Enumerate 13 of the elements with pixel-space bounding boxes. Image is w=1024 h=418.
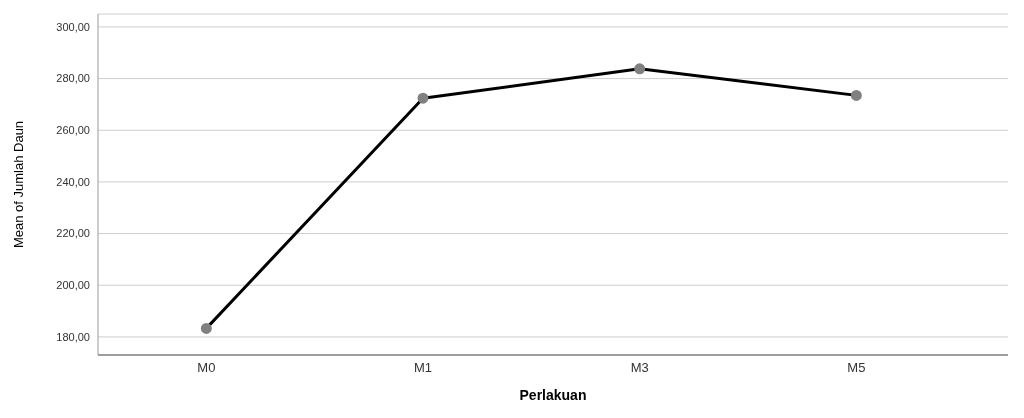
y-tick-label: 260,00 <box>56 124 90 137</box>
x-tick-label: M5 <box>847 360 866 376</box>
y-tick-label: 180,00 <box>56 330 90 343</box>
y-tick-label: 300,00 <box>56 20 90 33</box>
y-tick-label: 220,00 <box>56 227 90 240</box>
x-axis-title: Perlakuan <box>519 387 587 403</box>
x-tick-label: M1 <box>413 360 433 376</box>
y-tick-label: 280,00 <box>56 72 90 85</box>
x-tick-label: M0 <box>197 360 216 376</box>
y-axis-title: Mean of Jumlah Daun <box>10 120 26 249</box>
y-tick-label: 240,00 <box>56 175 90 188</box>
y-tick-label: 200,00 <box>56 279 90 292</box>
x-tick-label: M3 <box>630 360 649 376</box>
